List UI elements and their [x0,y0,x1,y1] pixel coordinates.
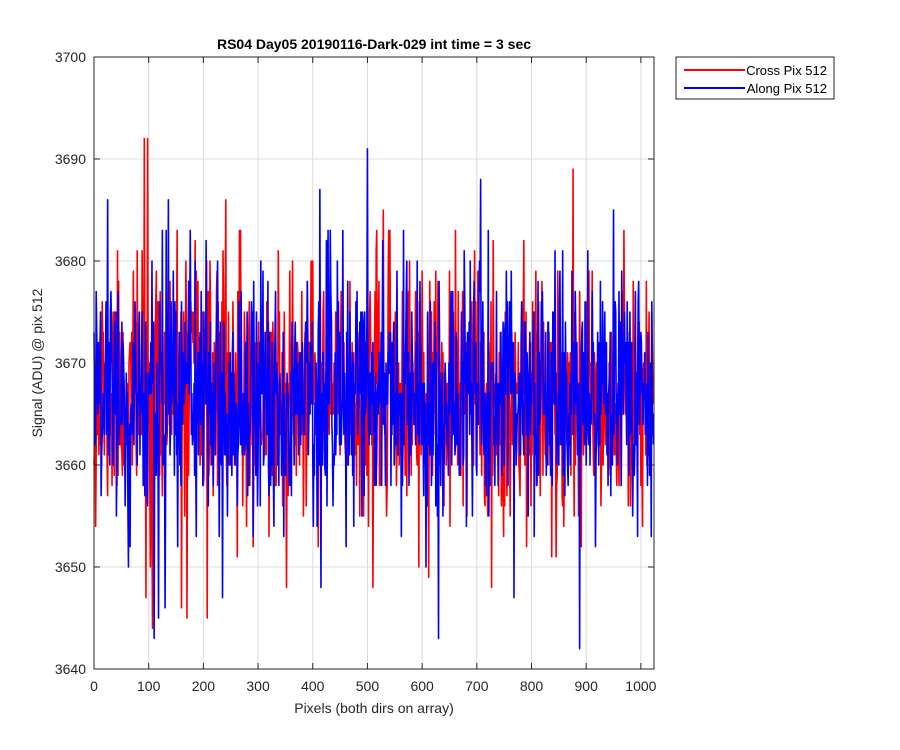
y-tick-label: 3700 [55,49,86,65]
legend-label-cross: Cross Pix 512 [746,63,827,78]
x-tick-label: 500 [356,678,380,694]
x-tick-label: 900 [575,678,599,694]
y-tick-label: 3640 [55,661,86,677]
legend-label-along: Along Pix 512 [747,81,827,96]
x-tick-label: 700 [465,678,489,694]
y-tick-label: 3680 [55,253,86,269]
x-axis-label: Pixels (both dirs on array) [294,700,454,716]
x-tick-label: 300 [246,678,270,694]
x-tick-label: 600 [410,678,434,694]
x-tick-label: 100 [137,678,161,694]
y-tick-label: 3690 [55,151,86,167]
legend: Cross Pix 512 Along Pix 512 [675,56,835,100]
x-tick-label: 400 [301,678,325,694]
ticks: 0 100 200 300 400 500 600 700 800 900 1000 3640 3650… [55,49,657,694]
y-tick-label: 3670 [55,355,86,371]
chart-title: RS04 Day05 20190116-Dark-029 int time = … [217,36,531,52]
y-tick-label: 3650 [55,559,86,575]
x-tick-label: 0 [90,678,98,694]
series-layer [93,137,655,650]
legend-box [675,56,835,100]
x-tick-label: 200 [192,678,216,694]
series-line-along-pix [93,148,655,650]
y-axis-label: Signal (ADU) @ pix 512 [29,288,45,437]
y-tick-label: 3660 [55,457,86,473]
x-tick-label: 1000 [625,678,656,694]
x-tick-label: 800 [520,678,544,694]
